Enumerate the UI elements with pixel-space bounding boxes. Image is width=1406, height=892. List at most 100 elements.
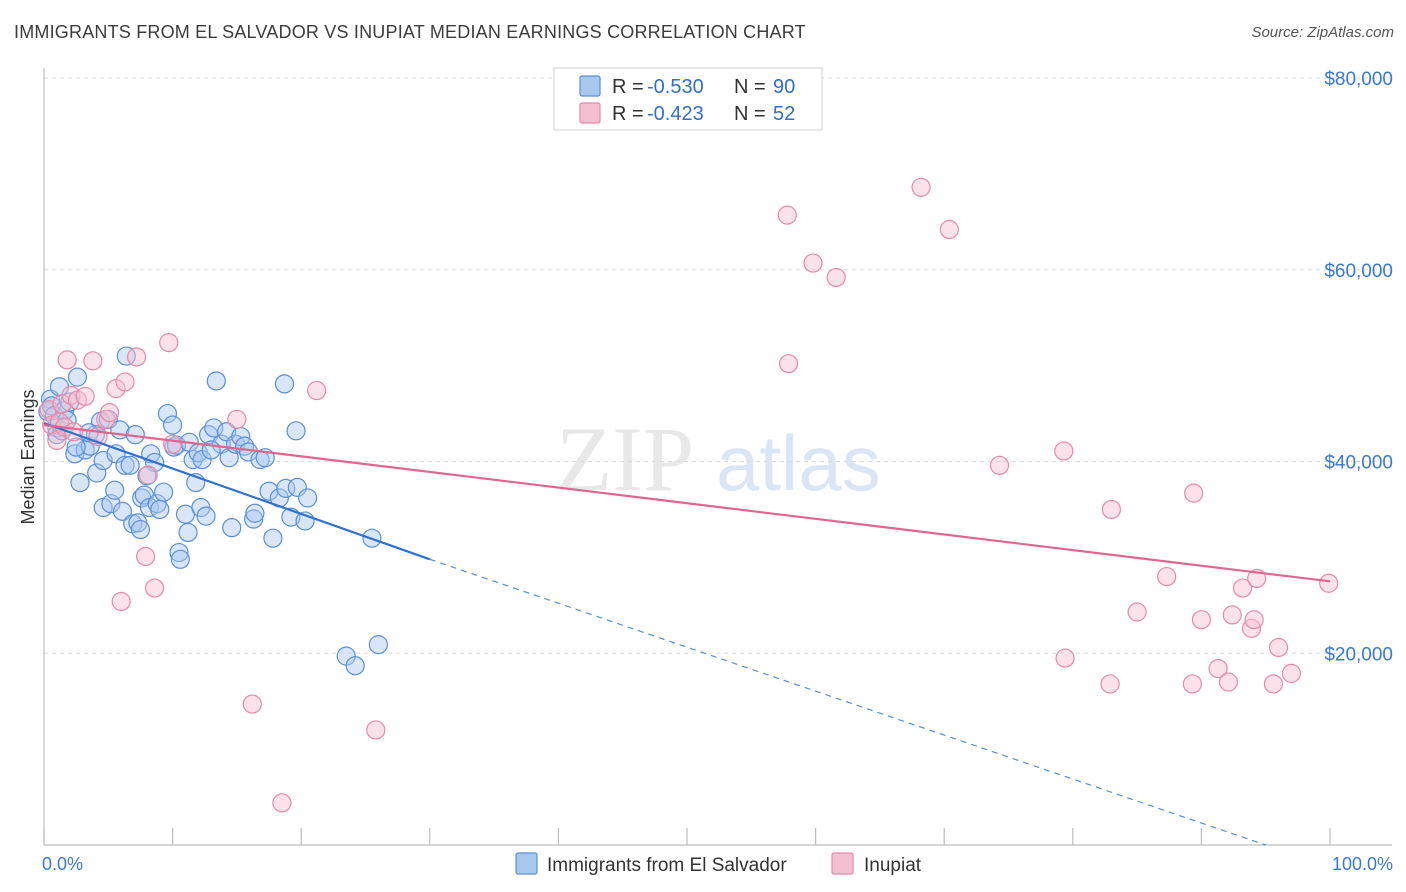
data-point-inupiat bbox=[1184, 483, 1204, 503]
data-point-el-salvador bbox=[87, 463, 107, 483]
data-point-inupiat bbox=[989, 455, 1010, 475]
data-point-inupiat bbox=[307, 380, 327, 401]
data-point-inupiat bbox=[1100, 674, 1120, 694]
data-point-el-salvador bbox=[116, 346, 136, 366]
watermark: ZIP atlas bbox=[556, 408, 881, 510]
data-point-el-salvador bbox=[115, 455, 135, 475]
chart-title: IMMIGRANTS FROM EL SALVADOR VS INUPIAT M… bbox=[14, 22, 806, 42]
data-point-inupiat bbox=[778, 354, 799, 374]
legend-n-label-blue: N = bbox=[734, 76, 766, 98]
series-el-salvador-points bbox=[38, 346, 388, 676]
data-point-el-salvador bbox=[178, 522, 198, 543]
data-point-inupiat bbox=[1281, 663, 1302, 683]
data-point-el-salvador bbox=[66, 437, 86, 457]
data-point-inupiat bbox=[1244, 610, 1264, 630]
data-point-inupiat bbox=[138, 465, 158, 485]
trend-lines bbox=[43, 422, 1331, 846]
data-point-inupiat bbox=[803, 253, 823, 273]
data-point-inupiat bbox=[939, 219, 959, 240]
data-point-inupiat bbox=[911, 177, 931, 197]
x-tick-label-min: 0.0% bbox=[42, 854, 83, 874]
data-point-el-salvador bbox=[67, 367, 88, 387]
bottom-legend-label-el-salvador: Immigrants from El Salvador bbox=[547, 855, 787, 876]
data-point-el-salvador bbox=[298, 488, 318, 508]
data-point-inupiat bbox=[826, 267, 846, 288]
data-point-el-salvador bbox=[345, 656, 365, 676]
data-point-el-salvador bbox=[137, 466, 157, 486]
data-point-el-salvador bbox=[163, 415, 183, 435]
data-point-inupiat bbox=[777, 205, 797, 225]
data-point-inupiat bbox=[242, 694, 262, 714]
bottom-legend: Immigrants from El Salvador Inupiat bbox=[515, 852, 922, 876]
data-point-el-salvador bbox=[287, 477, 307, 497]
data-point-inupiat bbox=[135, 546, 156, 567]
data-point-el-salvador bbox=[112, 501, 133, 521]
data-point-el-salvador bbox=[157, 403, 178, 424]
data-point-el-salvador bbox=[222, 518, 242, 538]
data-point-inupiat bbox=[227, 409, 247, 429]
bottom-legend-swatch-pink bbox=[831, 852, 854, 875]
grid-lines bbox=[44, 77, 1392, 654]
trend-line-el-salvador-extension bbox=[429, 558, 1266, 846]
data-point-inupiat bbox=[111, 591, 131, 612]
data-point-inupiat bbox=[126, 347, 147, 367]
data-point-inupiat bbox=[1218, 672, 1239, 692]
data-point-el-salvador bbox=[150, 499, 170, 520]
stats-legend: R = -0.530 N = 90 R = -0.423 N = 52 bbox=[553, 67, 823, 131]
data-point-inupiat bbox=[1101, 499, 1121, 520]
data-point-inupiat bbox=[1054, 441, 1074, 461]
data-point-el-salvador bbox=[206, 371, 226, 391]
data-point-inupiat bbox=[1127, 602, 1147, 622]
x-axis-ticks bbox=[43, 828, 1331, 845]
data-point-el-salvador bbox=[130, 519, 151, 540]
data-point-el-salvador bbox=[170, 549, 190, 569]
trend-line-inupiat bbox=[43, 423, 1331, 583]
data-point-el-salvador bbox=[204, 418, 224, 438]
data-point-el-salvador bbox=[245, 503, 265, 523]
data-point-inupiat bbox=[1319, 573, 1339, 593]
data-point-el-salvador bbox=[153, 482, 174, 502]
data-point-inupiat bbox=[115, 372, 135, 392]
data-point-el-salvador bbox=[244, 509, 264, 529]
legend-r-value-pink: -0.423 bbox=[647, 103, 704, 125]
data-point-inupiat bbox=[99, 403, 120, 423]
legend-n-value-blue: 90 bbox=[773, 76, 795, 98]
data-point-inupiat bbox=[163, 434, 183, 454]
data-point-inupiat bbox=[1208, 658, 1228, 679]
data-point-el-salvador bbox=[259, 481, 279, 501]
data-point-el-salvador bbox=[105, 480, 125, 500]
x-tick-label-max: 100.0% bbox=[1332, 854, 1393, 874]
data-point-el-salvador bbox=[368, 635, 388, 655]
data-point-el-salvador bbox=[70, 472, 90, 493]
legend-r-label-blue: R = bbox=[612, 76, 644, 98]
data-point-inupiat bbox=[272, 793, 292, 813]
y-tick-label: $20,000 bbox=[1324, 644, 1393, 665]
data-point-inupiat bbox=[57, 350, 77, 370]
data-point-inupiat bbox=[159, 333, 179, 353]
legend-swatch-pink bbox=[579, 102, 601, 124]
data-point-inupiat bbox=[1263, 674, 1284, 694]
data-point-el-salvador bbox=[196, 506, 216, 526]
bottom-legend-label-inupiat: Inupiat bbox=[864, 855, 922, 876]
data-point-inupiat bbox=[1222, 605, 1242, 625]
data-point-inupiat bbox=[1157, 566, 1177, 587]
data-point-el-salvador bbox=[65, 444, 85, 464]
data-point-inupiat bbox=[1182, 674, 1202, 694]
data-point-el-salvador bbox=[263, 528, 283, 548]
data-point-inupiat bbox=[75, 386, 95, 406]
legend-n-value-pink: 52 bbox=[773, 103, 795, 125]
legend-r-label-pink: R = bbox=[612, 103, 644, 125]
trend-line-el-salvador bbox=[43, 422, 431, 561]
legend-n-label-pink: N = bbox=[734, 103, 766, 125]
legend-r-value-blue: -0.530 bbox=[647, 76, 704, 98]
y-axis-title: Median Earnings bbox=[18, 389, 38, 524]
data-point-inupiat bbox=[1191, 610, 1212, 630]
data-point-inupiat bbox=[83, 351, 103, 371]
data-point-el-salvador bbox=[286, 421, 306, 441]
y-axis-tick-labels: $20,000 $40,000 $60,000 $80,000 bbox=[1324, 69, 1393, 665]
data-point-inupiat bbox=[1232, 578, 1253, 598]
bottom-legend-swatch-blue bbox=[515, 852, 538, 875]
data-point-el-salvador bbox=[274, 374, 295, 394]
data-point-inupiat bbox=[366, 720, 386, 740]
data-point-el-salvador bbox=[169, 542, 189, 563]
